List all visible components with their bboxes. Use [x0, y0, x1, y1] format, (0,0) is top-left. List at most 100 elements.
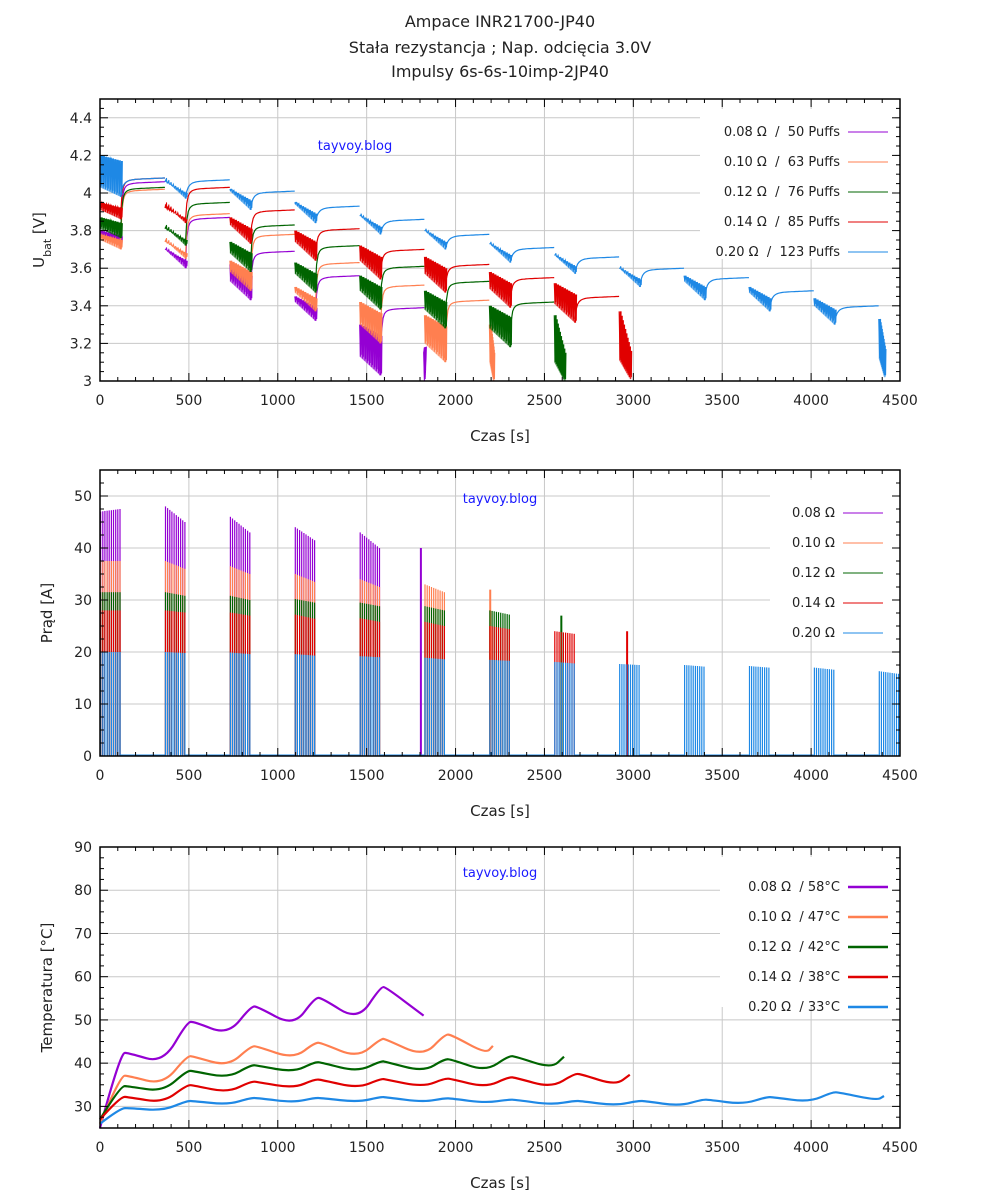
voltage-pulse-trace	[553, 283, 578, 323]
current-pulse-bar	[363, 656, 366, 756]
current-pulse-bar	[686, 665, 688, 756]
voltage-pulse-block	[424, 230, 445, 250]
voltage-recovery-curve	[444, 280, 490, 329]
current-pulse-bar	[895, 673, 898, 756]
voltage-pulse-trace	[488, 305, 513, 348]
x-tick-label: 4000	[793, 393, 829, 409]
legend-background	[720, 857, 895, 1007]
x-tick-label: 3000	[616, 768, 652, 784]
current-pulse-bar	[376, 657, 378, 756]
current-pulse-bar	[489, 659, 491, 756]
current-pulse-bar	[558, 662, 560, 756]
current-pulse-bar	[491, 659, 493, 756]
y-tick-label: 20	[74, 645, 92, 661]
current-pulse-bar	[368, 656, 370, 756]
temperature-line-010	[98, 1033, 494, 1125]
y-tick-label: 60	[74, 970, 92, 986]
y-tick-label: 3.2	[70, 336, 92, 352]
current-pulse-bar	[435, 658, 437, 756]
voltage-pulse-trace	[813, 298, 837, 325]
current-pulse-bar	[694, 665, 696, 756]
voltage-recovery-curve	[184, 186, 230, 224]
current-pulse-bar	[177, 652, 179, 756]
current-pulse-bar	[571, 663, 573, 756]
voltage-pulse-trace	[164, 238, 188, 259]
current-pulse-bar	[703, 666, 705, 756]
y-tick-label: 90	[74, 840, 92, 856]
current-pulse-bar	[301, 654, 303, 756]
y-tick-label: 40	[74, 541, 92, 557]
x-axis-label: Czas [s]	[470, 1174, 530, 1192]
current-pulse-bar	[299, 654, 301, 756]
current-pulse-bar	[249, 654, 251, 756]
legend-label: 0.12 Ω / 42°C	[748, 940, 840, 955]
current-pulse-bar	[757, 666, 759, 756]
current-pulse-bar	[828, 669, 830, 756]
current-pulse-bar	[638, 665, 640, 756]
x-tick-label: 1000	[260, 393, 296, 409]
y-tick-label: 10	[74, 697, 92, 713]
current-pulse-bar	[766, 667, 768, 756]
legend-label: 0.20 Ω / 123 Puffs	[716, 245, 841, 260]
x-tick-label: 3500	[704, 768, 740, 784]
current-pulse-bar	[822, 668, 824, 756]
current-pulse-bar	[898, 673, 900, 756]
current-pulse-bar	[502, 660, 504, 756]
current-pulse-bar	[632, 664, 634, 756]
voltage-pulse-trace	[294, 286, 318, 312]
voltage-pulse-trace	[294, 230, 318, 261]
x-tick-label: 3000	[616, 393, 652, 409]
current-pulse-bar	[493, 660, 495, 756]
y-tick-label: 4.2	[70, 148, 92, 164]
voltage-pulse-trace	[359, 245, 383, 280]
current-pulse-bar	[506, 660, 508, 756]
voltage-pulse-trace	[683, 275, 707, 301]
current-pulse-bar	[554, 661, 556, 756]
voltage-recovery-curve	[119, 177, 165, 197]
current-pulse-bar	[751, 666, 753, 756]
current-pulse-bar	[887, 672, 889, 756]
current-pulse-bar	[831, 669, 833, 756]
legend-label: 0.14 Ω	[792, 596, 835, 611]
voltage-recovery-curve	[509, 277, 555, 308]
current-pulse-bar	[755, 666, 757, 756]
temperature-line-012	[99, 1055, 565, 1120]
current-pulse-bar	[696, 666, 699, 756]
voltage-pulse-trace	[423, 346, 427, 382]
voltage-recovery-curve	[249, 233, 295, 291]
current-pulse-bar	[883, 671, 885, 756]
voltage-pulse-trace	[99, 155, 123, 197]
current-pulse-bar	[372, 656, 374, 756]
voltage-recovery-curve	[444, 233, 490, 250]
current-pulse-bar	[437, 658, 439, 756]
voltage-pulse-trace	[554, 253, 578, 274]
x-tick-label: 0	[96, 1140, 105, 1156]
current-pulse-bar	[688, 665, 690, 756]
current-pulse-bar	[878, 671, 880, 756]
current-pulse-bar	[247, 653, 249, 756]
x-tick-label: 0	[96, 393, 105, 409]
y-tick-label: 30	[74, 1099, 92, 1115]
current-pulse-bar	[826, 669, 828, 756]
x-tick-label: 4500	[882, 1140, 918, 1156]
current-pulse-bar	[891, 673, 893, 756]
current-pulse-bar	[634, 664, 636, 756]
current-pulse-bar	[119, 652, 121, 756]
voltage-recovery-curve	[314, 228, 360, 261]
voltage-recovery-curve	[184, 179, 230, 199]
legend-label: 0.14 Ω / 38°C	[748, 970, 840, 985]
current-pulse-bar	[231, 652, 234, 756]
voltage-pulse-trace	[619, 266, 642, 288]
voltage-pulse-trace	[164, 177, 188, 199]
voltage-pulse-trace	[359, 213, 383, 235]
legend-label: 0.10 Ω	[792, 536, 835, 551]
voltage-recovery-curve	[314, 262, 360, 312]
x-tick-label: 2000	[438, 393, 474, 409]
x-tick-label: 2500	[527, 768, 563, 784]
current-pulse-bar	[690, 665, 692, 756]
current-pulse-bar	[813, 667, 815, 756]
x-tick-label: 1500	[349, 768, 385, 784]
current-pulse-bar	[430, 658, 433, 756]
voltage-series-012	[99, 186, 567, 382]
current-pulse-bar	[171, 652, 173, 756]
